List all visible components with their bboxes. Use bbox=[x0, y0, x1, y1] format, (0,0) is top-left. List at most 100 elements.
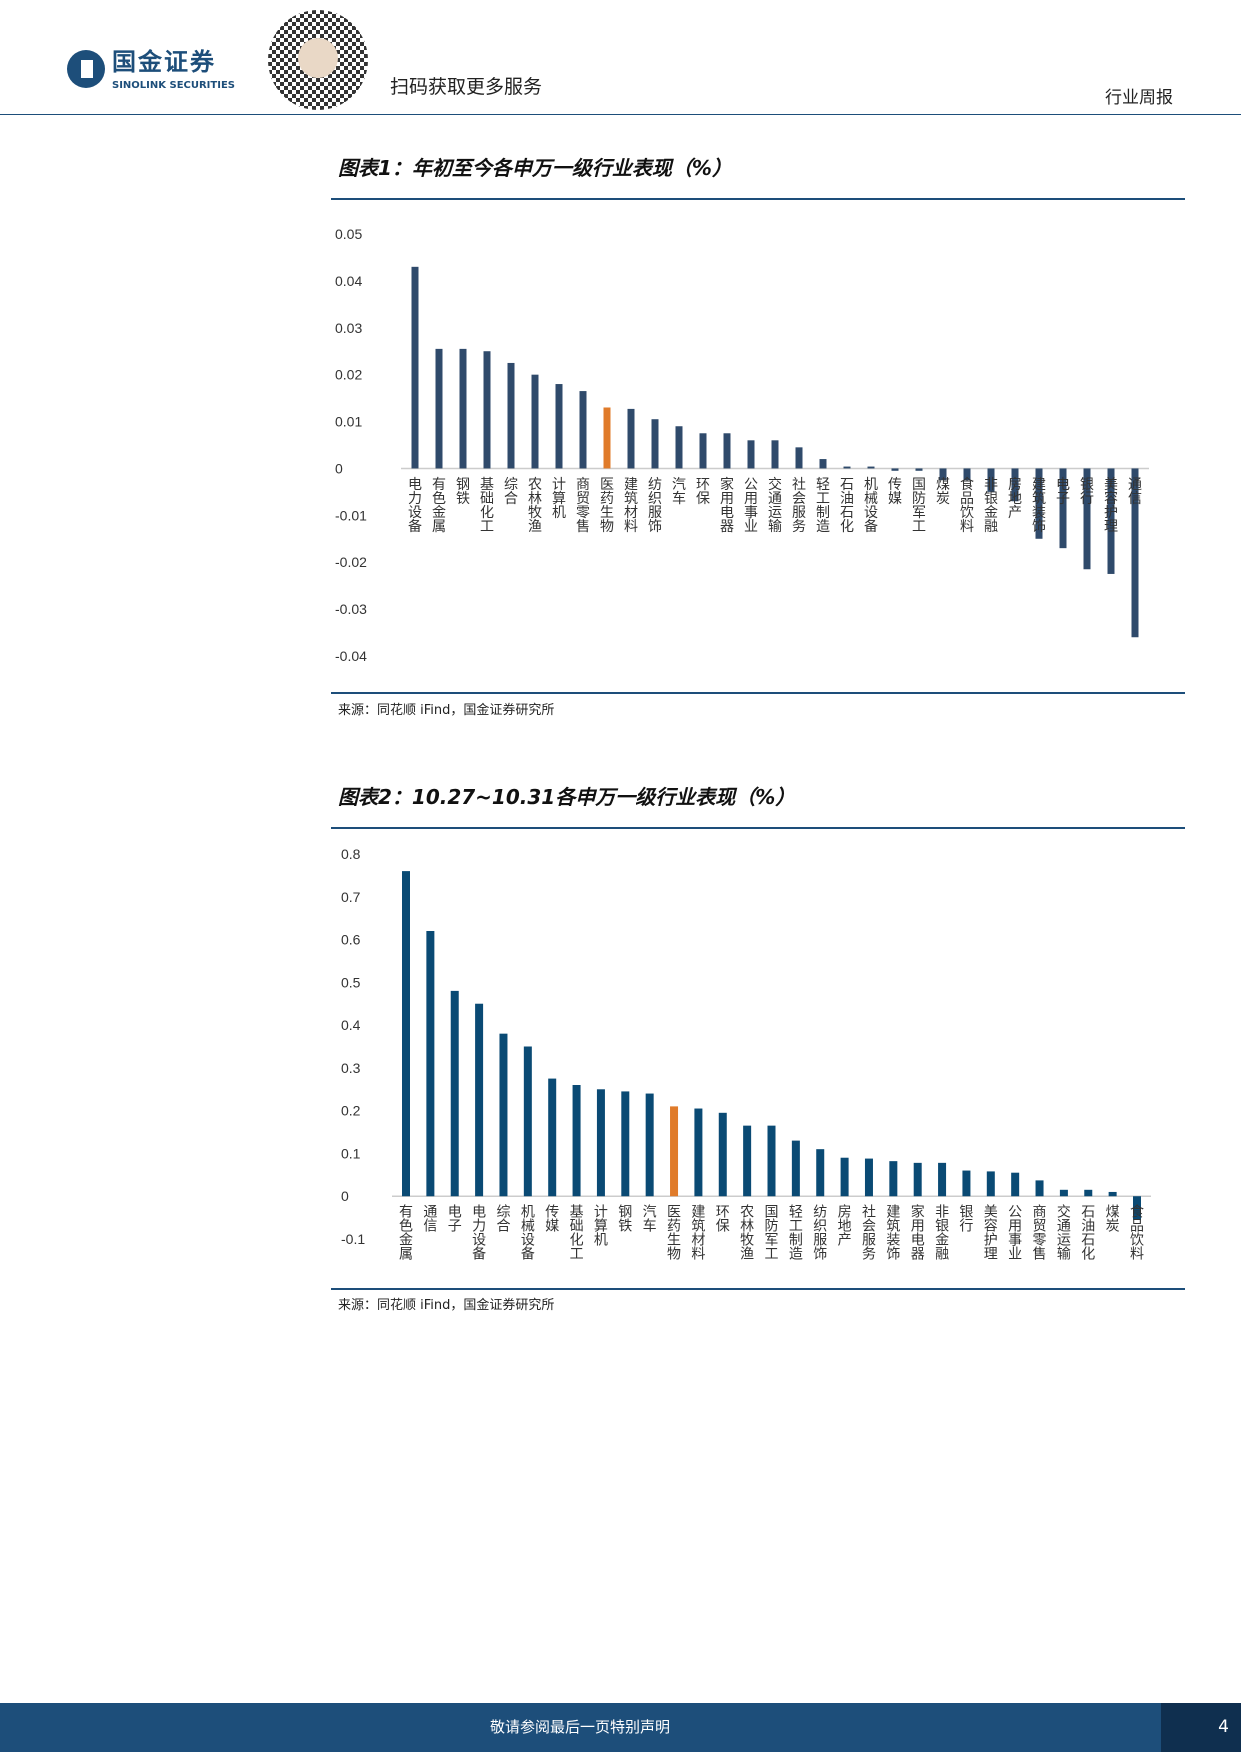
x-tick-label: 建筑材料 bbox=[690, 1204, 706, 1260]
bar bbox=[1011, 468, 1019, 502]
bar bbox=[596, 1089, 605, 1197]
bar bbox=[603, 407, 611, 469]
x-tick-label: 有色金属 bbox=[398, 1204, 414, 1260]
figure-2-bottom-rule bbox=[331, 1288, 1185, 1290]
bar bbox=[767, 1125, 776, 1197]
bar bbox=[1084, 1189, 1093, 1197]
x-tick-label: 国防军工 bbox=[911, 476, 927, 532]
x-tick-label: 环保 bbox=[695, 476, 711, 504]
bar bbox=[1059, 468, 1067, 549]
y-tick-label: 0.02 bbox=[335, 367, 362, 383]
x-tick-label: 轻工制造 bbox=[815, 476, 831, 533]
bar bbox=[523, 1046, 532, 1197]
bar bbox=[645, 1093, 654, 1197]
x-tick-label: 公用事业 bbox=[1007, 1204, 1023, 1260]
x-tick-label: 纺织服饰 bbox=[812, 1204, 828, 1260]
chart-1: 0.05 0.04 0.03 0.02 0.01 0 -0.01 -0.02 -0.03 -0.0… bbox=[335, 226, 1149, 664]
bar bbox=[840, 1157, 849, 1197]
bar bbox=[791, 1140, 800, 1197]
x-tick-label: 石油石化 bbox=[1080, 1204, 1096, 1261]
x-tick-label: 电力设备 bbox=[471, 1204, 487, 1260]
y-tick-label: 0.01 bbox=[335, 414, 362, 430]
x-tick-label: 通信 bbox=[422, 1204, 438, 1232]
bar bbox=[670, 1106, 679, 1197]
x-tick-label: 通信 bbox=[1127, 476, 1143, 504]
chart-2: 0.8 0.7 0.6 0.5 0.4 0.3 0.2 0.1 0 -0.1 有色金属 通信 电子 电力设… bbox=[341, 846, 1151, 1262]
qr-center-logo bbox=[298, 38, 338, 78]
bar bbox=[723, 433, 731, 469]
bar bbox=[572, 1085, 581, 1197]
x-tick-label: 汽车 bbox=[642, 1204, 658, 1232]
bar bbox=[913, 1162, 922, 1197]
y-tick-label: 0.8 bbox=[341, 846, 361, 862]
doc-type: 行业周报 bbox=[1105, 88, 1173, 108]
figure-1-source: 来源：同花顺 iFind，国金证券研究所 bbox=[338, 703, 555, 718]
bar bbox=[450, 990, 459, 1197]
x-tick-label: 建筑装饰 bbox=[1031, 476, 1047, 532]
figure-2-top-rule bbox=[331, 827, 1185, 829]
bar bbox=[548, 1078, 557, 1197]
bar bbox=[743, 1125, 752, 1197]
y-tick-label: 0.7 bbox=[341, 889, 361, 905]
x-tick-label: 社会服务 bbox=[861, 1204, 877, 1260]
bar bbox=[915, 468, 923, 471]
bar bbox=[1108, 1191, 1117, 1197]
x-tick-label: 商贸零售 bbox=[1032, 1204, 1048, 1260]
y-tick-label: 0.3 bbox=[341, 1060, 361, 1076]
x-tick-label: 美容护理 bbox=[983, 1204, 999, 1260]
y-tick-label: 0 bbox=[335, 460, 343, 476]
bar bbox=[962, 1170, 971, 1197]
x-tick-label: 农林牧渔 bbox=[527, 476, 543, 532]
x-tick-label: 电子 bbox=[1055, 476, 1071, 504]
bar bbox=[1131, 468, 1139, 638]
x-tick-label: 公用事业 bbox=[743, 476, 759, 532]
bar bbox=[1035, 1180, 1044, 1197]
figure-1-top-rule bbox=[331, 198, 1185, 200]
x-tick-label: 环保 bbox=[715, 1204, 731, 1232]
x-tick-label: 钢铁 bbox=[617, 1204, 633, 1232]
x-tick-label: 基础化工 bbox=[479, 476, 495, 533]
x-tick-label: 建筑材料 bbox=[623, 476, 639, 532]
x-tick-label: 机械设备 bbox=[520, 1204, 536, 1260]
bar bbox=[402, 871, 410, 1197]
x-tick-label: 汽车 bbox=[671, 476, 687, 504]
y-tick-label: 0.5 bbox=[341, 974, 361, 990]
figure-1-title: 图表1：年初至今各申万一级行业表现（%） bbox=[338, 156, 732, 180]
bar bbox=[411, 266, 419, 469]
page-number: 4 bbox=[1161, 1703, 1241, 1752]
footer-bar bbox=[0, 1703, 1241, 1752]
x-tick-label: 家用电器 bbox=[910, 1204, 926, 1261]
bar bbox=[938, 1162, 947, 1197]
y-tick-label: -0.02 bbox=[335, 554, 367, 570]
x-tick-label: 电力设备 bbox=[407, 476, 423, 532]
x-tick-label: 基础化工 bbox=[569, 1204, 585, 1261]
x-tick-label: 综合 bbox=[503, 476, 519, 504]
bar bbox=[675, 426, 683, 469]
footer-disclaimer[interactable]: 敬请参阅最后一页特别声明 bbox=[489, 1718, 670, 1736]
bar bbox=[864, 1158, 873, 1197]
bar bbox=[771, 440, 779, 469]
x-tick-label: 传媒 bbox=[887, 476, 903, 504]
x-tick-label: 交通运输 bbox=[767, 476, 783, 533]
logo-en: SINOLINK SECURITIES bbox=[112, 80, 235, 91]
bar bbox=[889, 1161, 898, 1197]
bar bbox=[507, 362, 515, 469]
y-tick-label: 0.4 bbox=[341, 1017, 361, 1033]
y-tick-label: -0.03 bbox=[335, 601, 367, 617]
x-tick-label: 国防军工 bbox=[764, 1204, 780, 1260]
bar bbox=[939, 468, 947, 481]
x-tick-label: 电子 bbox=[447, 1204, 463, 1232]
x-tick-label: 交通运输 bbox=[1056, 1204, 1072, 1261]
x-tick-label: 食品饮料 bbox=[959, 476, 975, 533]
x-tick-label: 纺织服饰 bbox=[647, 476, 663, 532]
figure-1-bottom-rule bbox=[331, 692, 1185, 694]
logo-icon bbox=[67, 50, 105, 88]
x-tick-label: 石油石化 bbox=[839, 476, 855, 533]
x-tick-label: 商贸零售 bbox=[575, 476, 591, 532]
x-tick-label: 煤炭 bbox=[935, 476, 951, 504]
bar bbox=[1059, 1189, 1068, 1197]
y-tick-label: 0.2 bbox=[341, 1103, 361, 1119]
bar bbox=[499, 1033, 508, 1197]
x-tick-label: 农林牧渔 bbox=[739, 1204, 755, 1260]
